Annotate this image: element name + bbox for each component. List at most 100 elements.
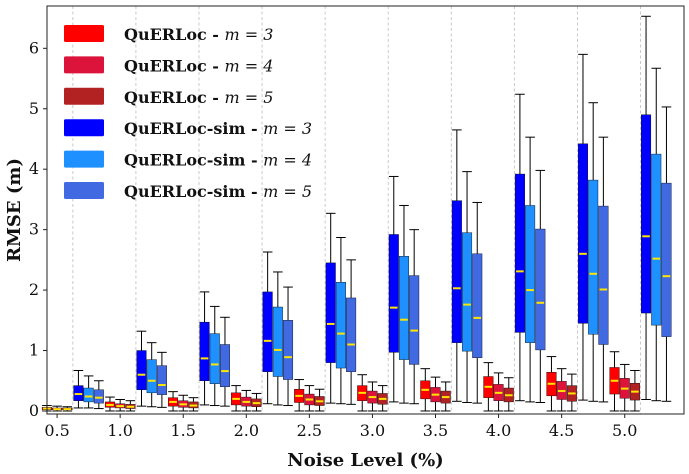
iqr-box <box>283 320 294 380</box>
y-tick-label: 4 <box>29 159 39 178</box>
box-querloc-sim-m4 <box>335 237 346 405</box>
x-tick-label: 0.5 <box>44 421 69 440</box>
legend-entry: QuERLoc-sim - m = 3 <box>64 119 312 138</box>
box-querloc-sim-m3 <box>262 251 273 405</box>
box-querloc-m3 <box>420 368 431 412</box>
box-querloc-m3 <box>609 351 620 412</box>
x-tick-label: 5.0 <box>612 421 637 440</box>
box-querloc-m5 <box>440 381 451 412</box>
iqr-box <box>409 275 420 365</box>
box-querloc-m3 <box>294 379 305 412</box>
box-querloc-m4 <box>115 398 126 412</box>
box-querloc-m4 <box>52 405 63 412</box>
box-querloc-m5 <box>125 400 136 412</box>
box-querloc-sim-m4 <box>398 204 409 404</box>
box-querloc-sim-m4 <box>83 375 94 409</box>
box-querloc-sim-m4 <box>651 67 662 402</box>
iqr-box <box>272 306 283 377</box>
grid-lines <box>72 6 641 414</box>
box-querloc-sim-m3 <box>199 291 210 406</box>
x-tick-label: 4.0 <box>486 421 511 440</box>
y-axis-label: RMSE (m) <box>4 158 25 262</box>
legend-swatch <box>64 87 104 105</box>
iqr-box <box>93 389 104 404</box>
legend-entry: QuERLoc-sim - m = 4 <box>64 150 312 170</box>
legend-swatch <box>64 150 104 168</box>
legend-label: QuERLoc - m = 5 <box>124 88 273 107</box>
box-querloc-m5 <box>62 406 73 412</box>
legend-m-value: m = 3 <box>263 119 312 138</box>
iqr-box <box>335 282 346 369</box>
box-querloc-m5 <box>377 385 388 412</box>
legend-m-value: m = 5 <box>225 88 274 107</box>
legend-entry: QuERLoc-sim - m = 5 <box>64 182 312 201</box>
legend-series-name: QuERLoc-sim - <box>124 182 263 201</box>
legend-series-name: QuERLoc-sim - <box>124 119 263 138</box>
box-querloc-m5 <box>566 373 577 412</box>
x-tick-label: 3.0 <box>360 421 385 440</box>
x-tick-label: 4.5 <box>549 421 574 440</box>
legend-series-name: QuERLoc-sim - <box>124 151 263 170</box>
legend-label: QuERLoc - m = 4 <box>124 56 273 75</box>
y-tick-label: 2 <box>29 280 39 299</box>
box-querloc-m5 <box>314 388 325 412</box>
box-querloc-m3 <box>168 391 179 412</box>
box-querloc-sim-m3 <box>325 212 336 404</box>
box-querloc-m4 <box>619 363 630 412</box>
box-querloc-sim-m3 <box>73 369 84 409</box>
y-tick-label: 1 <box>29 341 39 360</box>
box-querloc-sim-m5 <box>598 136 609 403</box>
legend-entry: QuERLoc - m = 4 <box>64 56 273 75</box>
iqr-box <box>598 205 609 345</box>
x-tick-label: 2.0 <box>234 421 259 440</box>
iqr-box <box>577 143 588 324</box>
iqr-box <box>535 228 546 351</box>
iqr-box <box>398 256 409 360</box>
y-tick-label: 3 <box>29 220 39 239</box>
box-querloc-sim-m3 <box>641 15 652 400</box>
legend-label: QuERLoc - m = 3 <box>124 25 273 44</box>
iqr-box <box>514 173 525 333</box>
box-querloc-sim-m5 <box>93 380 104 410</box>
box-querloc-sim-m5 <box>283 286 294 407</box>
box-querloc-sim-m3 <box>577 53 588 401</box>
box-querloc-sim-m3 <box>514 93 525 402</box>
iqr-box <box>388 234 399 353</box>
box-querloc-m5 <box>503 377 514 412</box>
box-querloc-sim-m5 <box>219 316 230 407</box>
legend-swatch <box>64 182 104 199</box>
legend-series-name: QuERLoc - <box>124 88 225 107</box>
x-tick-label: 1.0 <box>107 421 132 440</box>
x-tick-label: 1.5 <box>171 421 196 440</box>
box-querloc-m5 <box>251 392 262 412</box>
box-querloc-sim-m4 <box>525 136 536 403</box>
iqr-box <box>451 200 462 343</box>
box-querloc-sim-m4 <box>209 305 220 407</box>
box-querloc-sim-m3 <box>136 330 147 407</box>
box-querloc-m4 <box>241 389 252 412</box>
plot-frame <box>46 5 685 415</box>
box-querloc-m4 <box>304 385 315 412</box>
iqr-box <box>146 359 157 394</box>
box-querloc-sim-m4 <box>462 171 473 404</box>
box-querloc-m3 <box>546 356 557 412</box>
legend-swatch <box>64 56 104 74</box>
legend-series-name: QuERLoc - <box>124 25 225 44</box>
legend-m-value: m = 4 <box>225 56 274 75</box>
legend-entry: QuERLoc - m = 3 <box>64 25 273 44</box>
box-querloc-m5 <box>629 369 640 412</box>
box-querloc-sim-m3 <box>388 175 399 403</box>
iqr-box <box>472 253 483 358</box>
box-series <box>41 15 672 412</box>
box-querloc-sim-m5 <box>156 351 167 408</box>
iqr-box <box>325 262 336 363</box>
iqr-box <box>219 344 230 388</box>
box-querloc-m3 <box>357 374 368 412</box>
box-querloc-sim-m4 <box>146 342 157 408</box>
box-querloc-m4 <box>178 394 189 412</box>
box-querloc-m4 <box>556 368 567 412</box>
box-querloc-sim-m5 <box>535 169 546 404</box>
legend-m-value: m = 4 <box>263 151 312 170</box>
iqr-box <box>661 182 672 337</box>
